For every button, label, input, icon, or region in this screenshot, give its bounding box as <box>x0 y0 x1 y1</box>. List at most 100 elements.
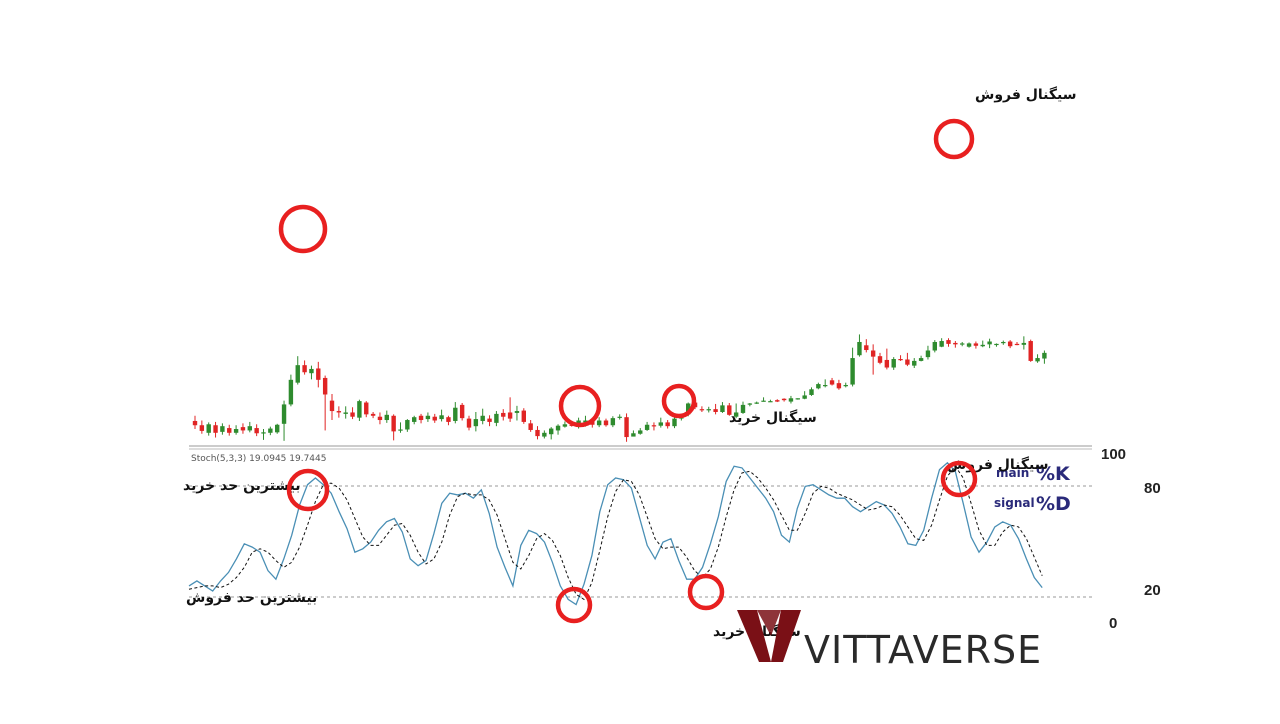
candle <box>309 365 314 380</box>
candle-body <box>343 412 348 414</box>
candle-body <box>713 409 718 412</box>
candle <box>364 401 369 418</box>
candle-body <box>316 368 321 380</box>
candle-body <box>843 385 848 387</box>
candle <box>651 422 657 431</box>
candle-body <box>761 400 766 402</box>
candle <box>870 344 876 375</box>
candle-body <box>829 380 835 385</box>
candle <box>918 355 924 362</box>
candle-body <box>583 420 588 423</box>
highlight-circle-overbought-price <box>278 204 328 254</box>
candle <box>1035 354 1040 363</box>
candle-body <box>953 342 958 345</box>
candle-body <box>514 411 520 413</box>
legend-k-label: %K <box>1036 463 1071 485</box>
candle <box>932 340 937 353</box>
candle-body <box>370 413 376 416</box>
candle-body <box>473 419 479 427</box>
candle <box>946 338 951 347</box>
candle-body <box>453 407 458 421</box>
candle <box>336 406 342 418</box>
candle-body <box>631 433 636 437</box>
candle-body <box>240 427 246 431</box>
candle <box>775 399 780 403</box>
candle <box>960 341 965 347</box>
candle-body <box>357 401 362 418</box>
candle-body <box>610 418 616 426</box>
candle-body <box>870 350 876 357</box>
candle <box>638 428 643 435</box>
candle <box>836 379 842 390</box>
candle-body <box>596 420 602 426</box>
candle <box>247 421 252 433</box>
candle-body <box>686 403 691 415</box>
candle <box>439 409 444 422</box>
candle-body <box>699 409 705 411</box>
candle <box>528 420 533 432</box>
candle <box>555 424 561 435</box>
candle <box>994 343 999 347</box>
candle <box>494 411 499 427</box>
candle-body <box>864 345 869 351</box>
candle <box>809 387 814 396</box>
candle-body <box>425 415 431 420</box>
candle <box>521 408 526 424</box>
series-k-line <box>188 461 1043 606</box>
candle <box>781 398 787 402</box>
candle <box>425 412 431 422</box>
y-tick-0: 0 <box>1109 615 1117 632</box>
candle-body <box>802 395 807 399</box>
candle <box>912 358 917 368</box>
y-tick-100: 100 <box>1101 446 1126 463</box>
candle <box>624 413 629 442</box>
brand-name: VITTAVERSE <box>804 628 1042 672</box>
candle-body <box>898 359 903 361</box>
candle <box>905 352 910 367</box>
candle-body <box>740 404 746 413</box>
candle <box>295 356 300 385</box>
candle-body <box>747 403 753 405</box>
candle-body <box>1028 341 1033 361</box>
candle <box>829 377 835 386</box>
candle-body <box>501 412 506 417</box>
candle <box>473 411 479 432</box>
series-d-line <box>188 465 1043 601</box>
candle <box>329 394 335 421</box>
candle <box>644 421 650 431</box>
candle-body <box>925 350 931 358</box>
candle <box>343 406 348 419</box>
candle <box>199 420 205 434</box>
candle <box>658 417 663 428</box>
candle-body <box>1007 341 1013 347</box>
candle <box>268 426 273 436</box>
candle <box>823 379 828 388</box>
candle <box>316 361 321 388</box>
candle-body <box>227 428 232 433</box>
candle-body <box>754 402 759 404</box>
candle-body <box>412 417 417 422</box>
candle-body <box>836 383 842 389</box>
candle-body <box>918 358 924 361</box>
candle-body <box>295 365 300 383</box>
candle <box>487 415 492 427</box>
candle <box>562 421 568 428</box>
candle-body <box>261 432 266 434</box>
buy-signal-label-price: سیگنال خرید <box>729 409 817 426</box>
candle-body <box>781 398 787 401</box>
candle <box>754 401 759 404</box>
candle-body <box>644 424 650 430</box>
candle <box>501 409 506 421</box>
candle <box>733 403 739 419</box>
candle <box>795 398 800 400</box>
candle <box>1042 350 1047 364</box>
candle <box>514 405 520 421</box>
legend-d-label: %D <box>1036 493 1071 515</box>
candle-body <box>665 422 670 427</box>
candle <box>1001 340 1006 345</box>
candle <box>973 341 979 349</box>
candle <box>206 422 211 436</box>
candle-body <box>549 428 554 435</box>
